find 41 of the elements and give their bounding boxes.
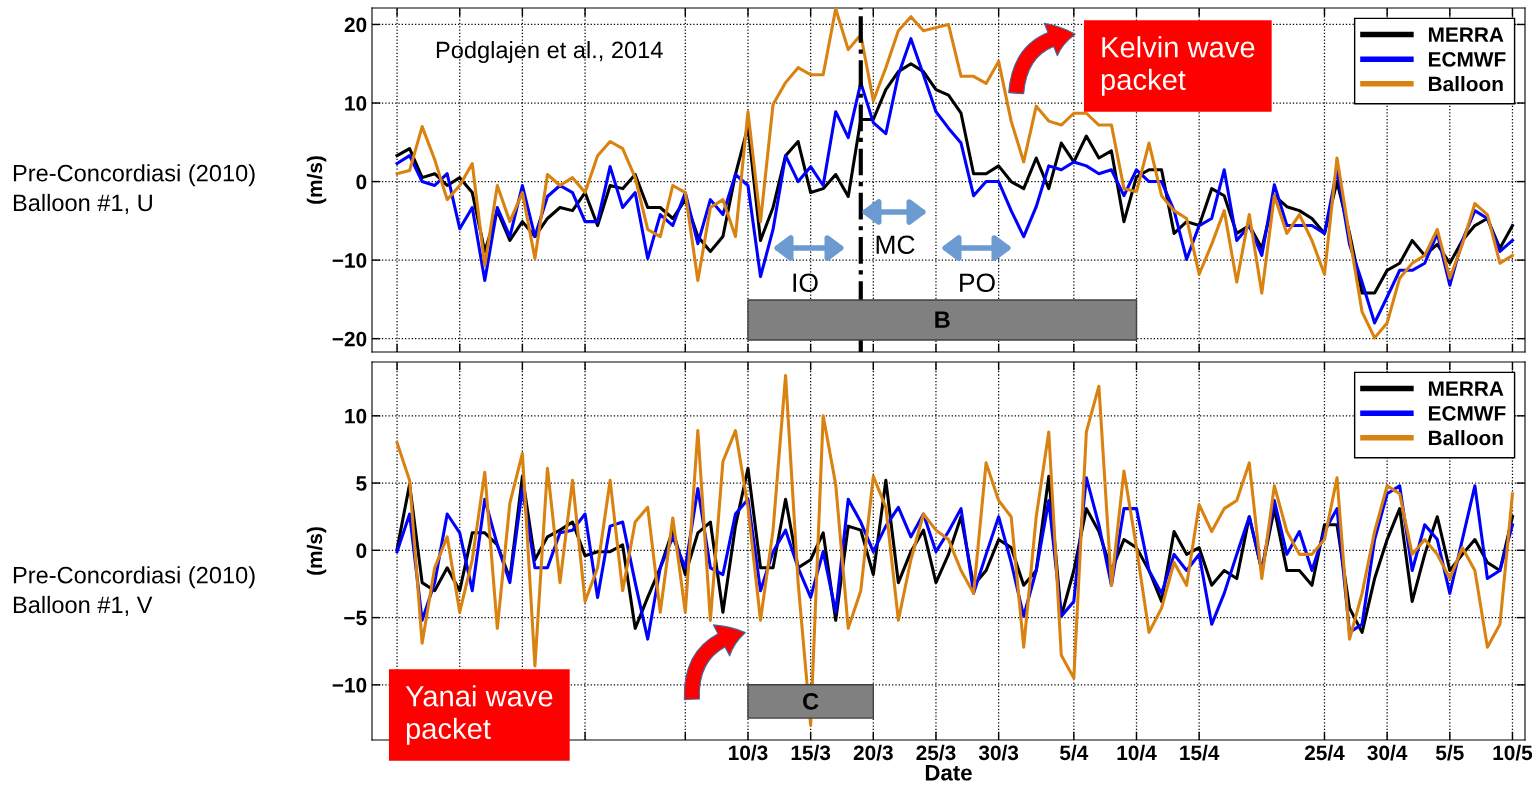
legend-label: MERRA xyxy=(1428,381,1504,396)
y-tick-label: 5 xyxy=(356,476,367,491)
legend-label: Balloon xyxy=(1428,76,1503,92)
legend-label: ECMWF xyxy=(1428,51,1506,67)
x-tick-label: 10/4 xyxy=(1117,744,1157,761)
annotation: Yanai wave packet xyxy=(405,685,553,745)
x-tick-label: 10/3 xyxy=(729,744,768,761)
y-axis-title: (m/s) xyxy=(306,527,327,575)
x-tick-label: 15/4 xyxy=(1180,744,1220,761)
y-tick-label: −5 xyxy=(344,610,367,626)
band-label: C xyxy=(803,692,819,710)
x-tick-label: 25/4 xyxy=(1304,744,1345,761)
legend-label: Balloon xyxy=(1428,430,1503,446)
x-tick-label: 25/3 xyxy=(916,744,956,761)
y-tick-label: 10 xyxy=(345,96,367,111)
x-tick-label: 30/3 xyxy=(978,744,1019,761)
text: Pre-Concordiasi (2010) Balloon #1, V xyxy=(13,566,255,616)
band-label: B xyxy=(935,311,950,328)
annotation: MC xyxy=(876,235,915,255)
x-tick-label: 20/3 xyxy=(853,744,893,761)
legend-label: MERRA xyxy=(1428,27,1504,42)
y-tick-label: 0 xyxy=(356,174,367,190)
x-tick-label: 5/4 xyxy=(1059,744,1089,761)
y-axis-title: (m/s) xyxy=(306,156,327,204)
x-tick-label: 10/5 xyxy=(1493,744,1532,761)
annotation: IO xyxy=(793,273,818,293)
y-tick-label: 10 xyxy=(345,408,367,424)
annotation: PO xyxy=(960,273,995,293)
y-tick-label: 20 xyxy=(344,17,367,33)
y-tick-label: −20 xyxy=(332,331,367,347)
x-axis-title: Date xyxy=(925,765,972,781)
y-tick-label: −10 xyxy=(332,253,367,268)
annotation: Podglajen et al., 2014 xyxy=(436,41,663,64)
annotation: Kelvin wave packet xyxy=(1101,36,1255,96)
y-tick-label: 0 xyxy=(356,543,367,559)
y-tick-label: −10 xyxy=(332,677,367,693)
x-tick-label: 5/5 xyxy=(1435,744,1464,761)
text: Pre-Concordiasi (2010) Balloon #1, U xyxy=(13,164,255,214)
legend-label: ECMWF xyxy=(1428,405,1506,421)
x-tick-label: 15/3 xyxy=(791,744,831,761)
x-tick-label: 30/4 xyxy=(1367,744,1408,761)
